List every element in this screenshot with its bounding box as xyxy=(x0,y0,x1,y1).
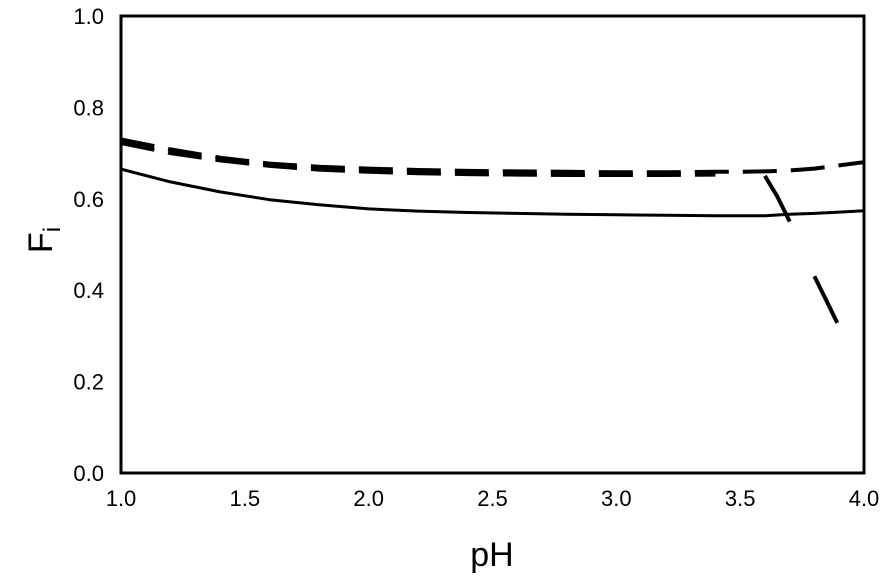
y-tick-label: 1.0 xyxy=(73,4,104,29)
y-tick-label: 0.2 xyxy=(73,370,104,395)
x-tick-label: 1.0 xyxy=(106,486,137,511)
series-line-2 xyxy=(120,137,865,175)
series-line-3 xyxy=(120,141,716,177)
y-tick-label: 0.6 xyxy=(73,187,104,212)
y-tick-label: 0.0 xyxy=(73,461,104,486)
x-tick-label: 1.5 xyxy=(230,486,261,511)
y-ticks: 0.0 0.2 0.4 0.6 0.8 1.0 xyxy=(73,4,104,486)
y-axis-title-main: F xyxy=(22,232,60,253)
x-tick-label: 2.0 xyxy=(353,486,384,511)
series-layer xyxy=(120,137,866,365)
x-tick-label: 4.0 xyxy=(849,486,880,511)
x-tick-label: 3.5 xyxy=(725,486,756,511)
series-line-4 xyxy=(763,174,866,365)
x-ticks: 1.0 1.5 2.0 2.5 3.0 3.5 4.0 xyxy=(106,486,880,511)
x-tick-label: 2.5 xyxy=(477,486,508,511)
y-tick-label: 0.4 xyxy=(73,278,104,303)
y-axis-title-subscript: i xyxy=(39,227,66,232)
plot-frame xyxy=(119,14,866,475)
y-tick-label: 0.8 xyxy=(73,95,104,120)
series-line-1 xyxy=(120,167,865,218)
x-axis-title: pH xyxy=(470,536,513,574)
x-tick-label: 3.0 xyxy=(601,486,632,511)
y-axis-title: Fi xyxy=(22,227,66,253)
